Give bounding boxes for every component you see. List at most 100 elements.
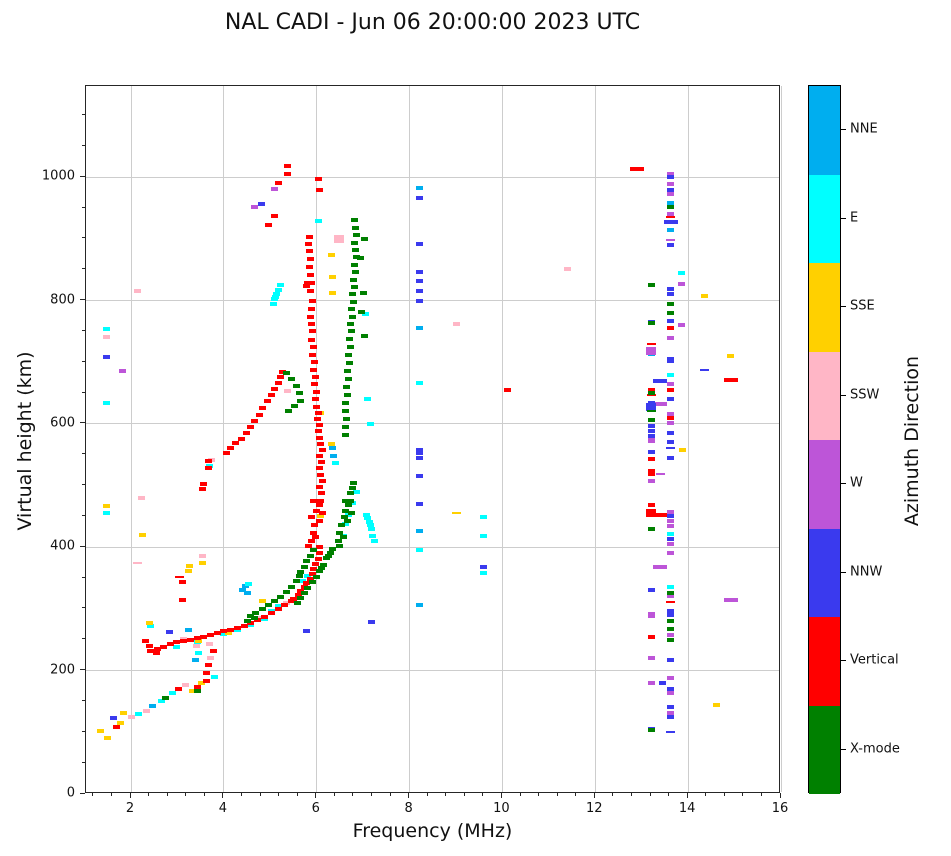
data-point [311,523,319,528]
colorbar-label-e: E [850,210,859,226]
data-point [667,318,674,323]
gridline [86,670,779,672]
data-point [655,472,665,475]
data-point [243,590,251,595]
data-point [313,417,321,422]
axis-minor-tick [705,793,707,796]
data-point [647,457,655,462]
data-point [345,376,353,381]
colorbar-tick [841,660,846,662]
data-point [207,656,215,661]
data-point [142,639,150,644]
colorbar-segment-nnw [809,528,840,617]
axis-minor-tick [742,793,744,796]
data-point [667,542,674,547]
data-point [259,598,267,603]
data-point [291,404,299,409]
data-point [299,579,307,584]
data-point [292,579,300,584]
data-point [667,286,674,291]
data-point [214,631,222,636]
axis-minor-tick [649,793,651,796]
colorbar-label-vertical: Vertical [850,652,899,668]
colorbar [808,85,841,794]
data-point [315,466,323,471]
data-point [199,553,207,558]
data-point [232,441,240,446]
data-point [319,447,327,452]
data-point [667,537,674,542]
data-point [667,627,674,632]
data-point [630,167,645,172]
data-point [187,637,195,642]
data-point [308,322,316,327]
data-point [667,201,674,206]
data-point [647,439,655,444]
data-point [110,716,118,721]
data-point [503,388,511,393]
colorbar-label-ssw: SSW [850,387,880,403]
axis-minor-tick [148,793,150,796]
data-point [364,397,372,402]
data-point [310,360,318,365]
data-point [349,277,357,282]
y-tick-label: 800 [50,292,75,308]
data-point [344,392,352,397]
data-point [347,322,355,327]
data-point [653,565,668,570]
data-point [305,544,313,549]
data-point [145,621,153,626]
data-point [189,689,197,693]
data-point [208,458,216,463]
data-point [667,420,674,425]
colorbar-segment-sse [809,263,840,352]
data-point [135,711,143,716]
data-point [351,248,359,253]
data-point [713,702,721,707]
data-point [306,576,314,581]
data-point [346,336,354,341]
data-point [667,657,674,662]
axis-minor-tick [110,793,112,796]
data-point [416,529,424,534]
data-point [416,241,424,246]
data-point [314,177,322,182]
data-point [147,624,155,629]
data-point [271,598,279,603]
axis-minor-tick [82,453,85,455]
data-point [254,618,262,623]
data-point [252,611,260,616]
data-point [300,565,308,570]
data-point [309,352,317,357]
gridline [594,86,596,792]
data-point [287,376,295,381]
data-point [134,289,142,294]
data-point [667,585,674,590]
data-point [119,711,127,716]
data-point [169,690,177,695]
data-point [318,460,326,465]
data-point [347,344,355,349]
data-point [352,255,360,260]
data-point [287,584,295,589]
data-point [245,582,253,587]
axis-minor-tick [630,793,632,796]
data-point [667,388,674,393]
axis-minor-tick [463,793,465,796]
data-point [364,516,372,521]
data-point [239,587,247,592]
data-point [185,627,193,632]
data-point [317,441,325,446]
data-point [667,412,674,417]
data-point [342,522,350,527]
axis-minor-tick [82,268,85,270]
data-point [303,559,311,564]
data-point [416,548,424,553]
data-point [276,283,284,288]
data-point [314,429,322,434]
data-point [360,236,368,241]
axis-tick [500,793,502,798]
axis-minor-tick [519,793,521,796]
data-point [323,556,331,561]
